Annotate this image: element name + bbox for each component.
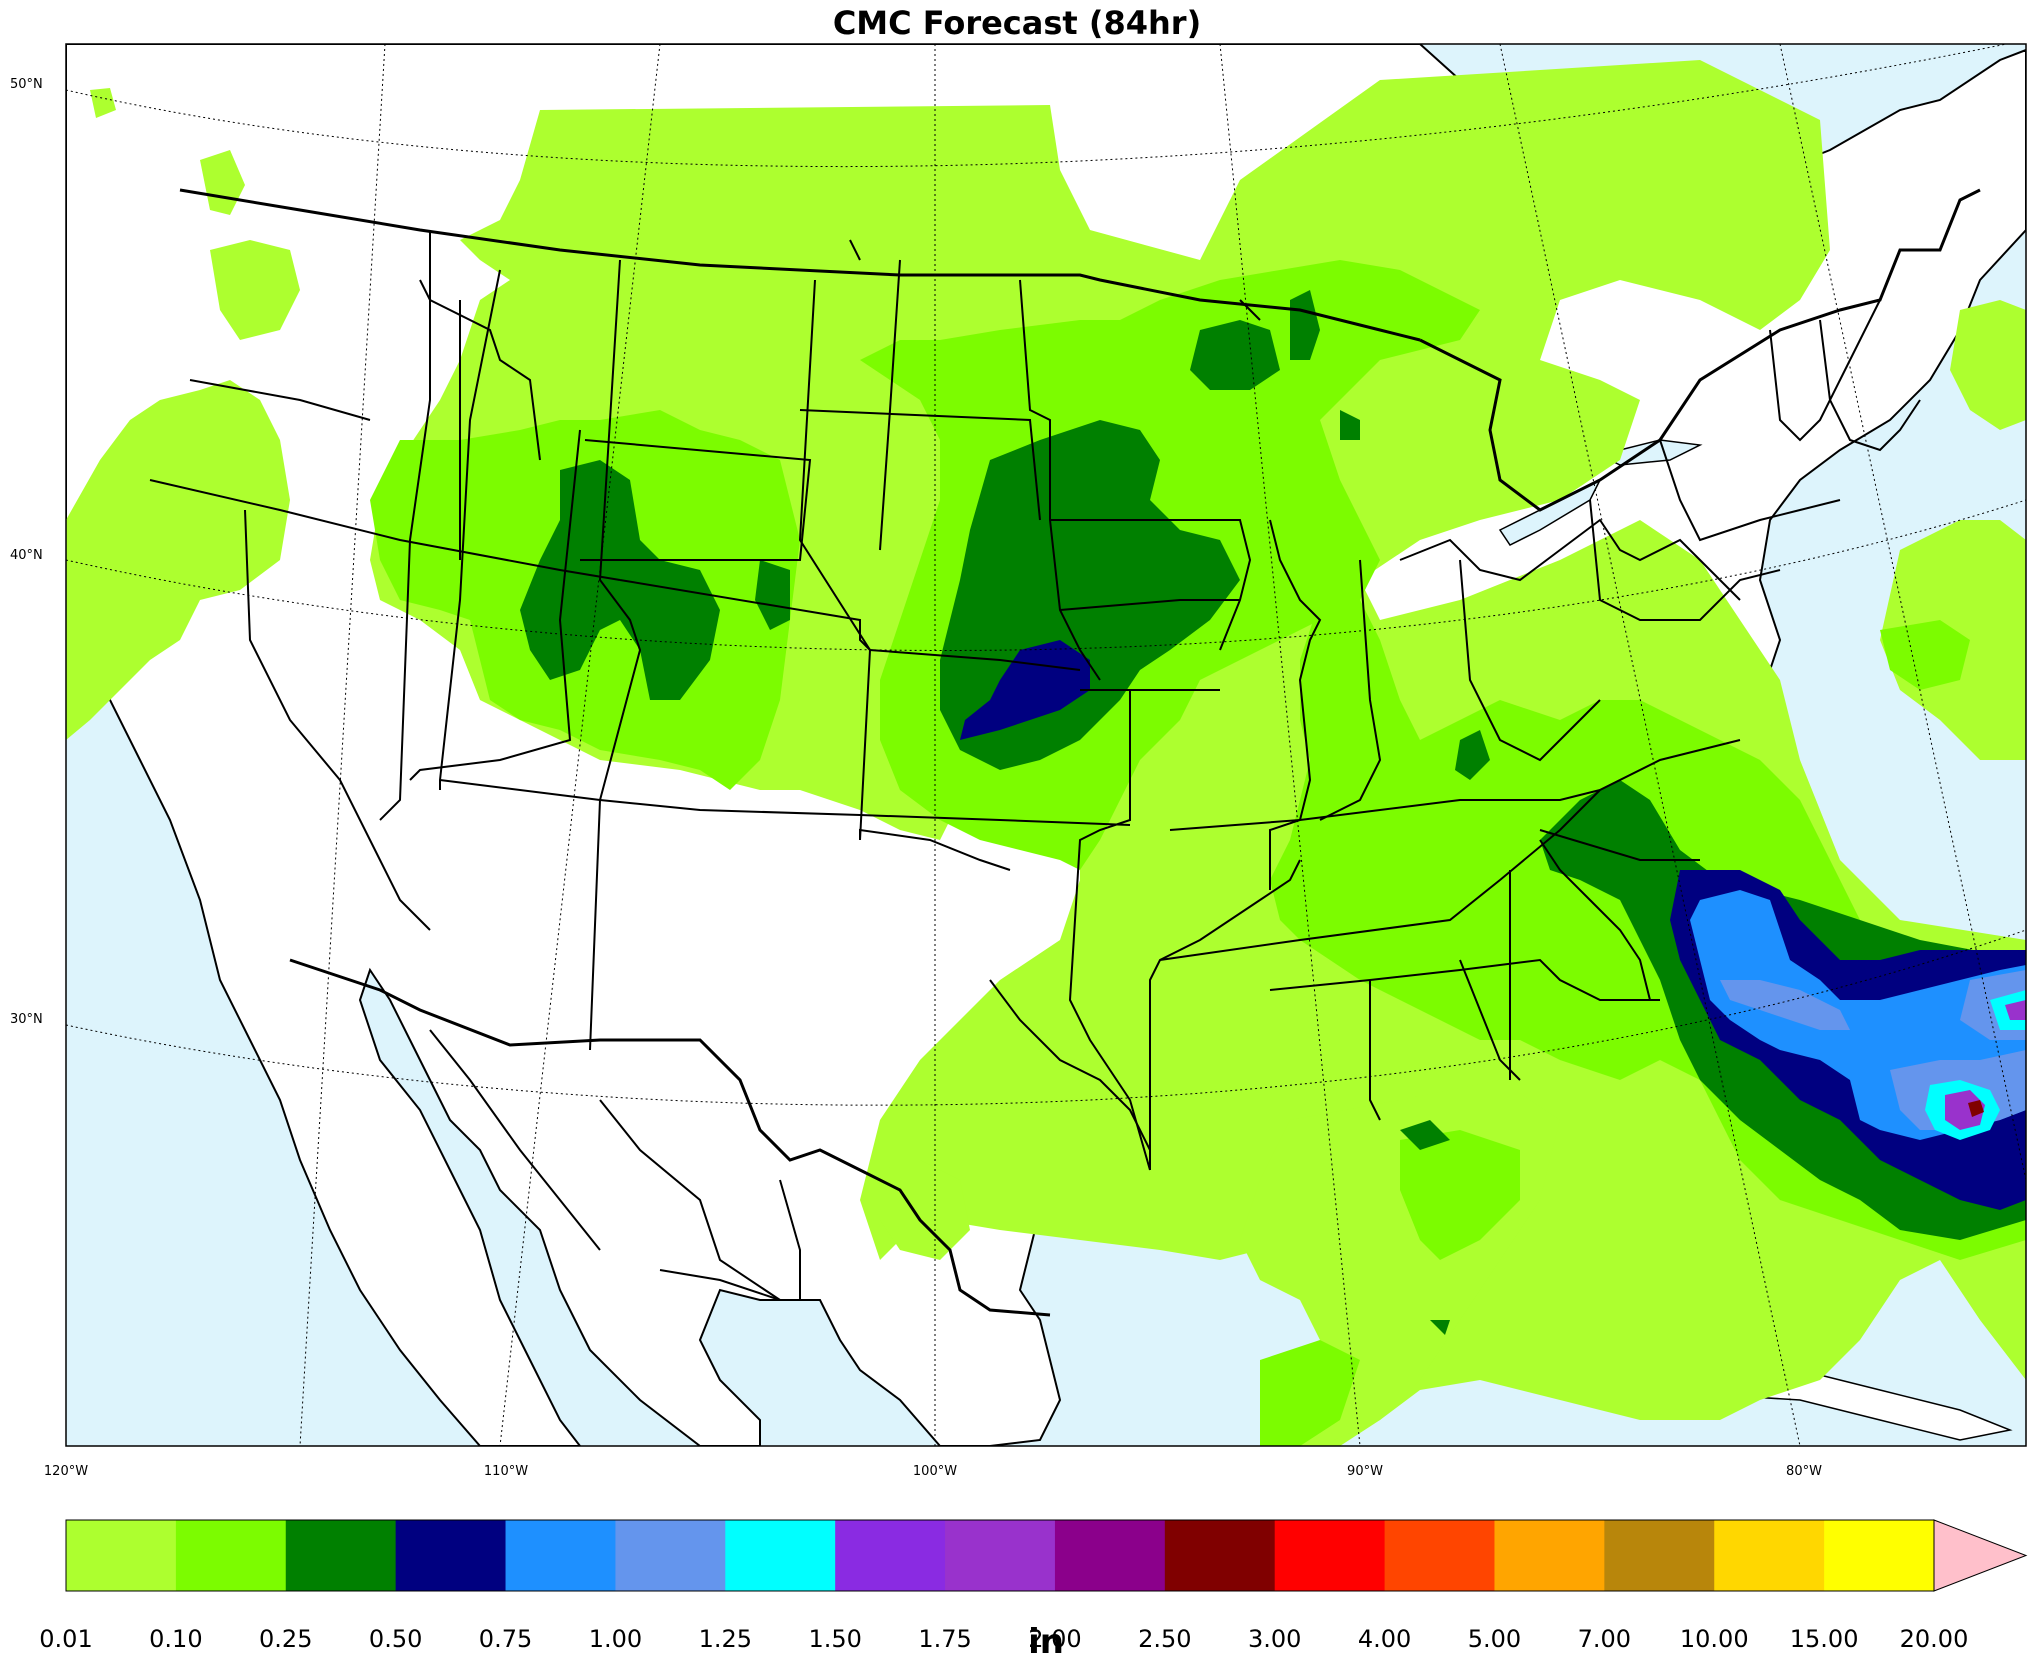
colorbar-tick-label: 7.00 — [1577, 1625, 1632, 1653]
colorbar-segment — [615, 1520, 726, 1591]
colorbar-segment — [505, 1520, 616, 1591]
colorbar-extend-arrow — [1933, 1519, 2028, 1592]
colorbar-segment — [725, 1520, 836, 1591]
colorbar-segment — [1714, 1520, 1825, 1591]
colorbar-tick-label: 1.75 — [918, 1625, 972, 1653]
colorbar-segment — [1054, 1520, 1166, 1591]
map-frame — [65, 43, 2027, 1447]
colorbar-tick-label: 15.00 — [1789, 1625, 1859, 1653]
lon-label-110w: 110°W — [483, 1464, 529, 1479]
colorbar-segment — [945, 1520, 1056, 1591]
precip-layer-1-50 — [1945, 1000, 2026, 1130]
colorbar-tick-label: 1.25 — [698, 1625, 752, 1653]
lon-label-90w: 90°W — [1347, 1464, 1383, 1479]
colorbar-outline — [65, 1519, 1935, 1592]
lat-label-40n: 40°N — [10, 548, 43, 563]
colorbar-tick-label: 20.00 — [1899, 1625, 1969, 1653]
lon-label-100w: 100°W — [912, 1464, 958, 1479]
colorbar-tick-label: 10.00 — [1679, 1625, 1749, 1653]
colorbar-tick-label: 4.00 — [1357, 1625, 1412, 1653]
colorbar-segment — [1824, 1520, 1935, 1591]
country-borders — [179, 188, 1981, 1317]
colorbar-tick-label: 0.50 — [368, 1625, 423, 1653]
colorbar-segment — [1604, 1520, 1715, 1591]
colorbar-tick-label: 5.00 — [1467, 1625, 1522, 1653]
colorbar-tick-label: 0.01 — [39, 1625, 93, 1653]
colorbar-segment — [395, 1520, 507, 1591]
colorbar-unit-label: in — [1028, 1622, 1064, 1662]
colorbar-tick-label: 0.10 — [149, 1625, 203, 1653]
colorbar-segment — [1494, 1520, 1605, 1591]
precip-map — [65, 43, 2027, 1447]
colorbar-segment — [1274, 1520, 1386, 1591]
colorbar-tick-label: 2.00 — [1028, 1625, 1082, 1653]
colorbar-tick-label: 0.75 — [478, 1625, 533, 1653]
colorbar-segment — [175, 1520, 287, 1591]
colorbar-tick-label: 2.50 — [1138, 1625, 1192, 1653]
colorbar-segment — [285, 1520, 397, 1591]
colorbar-tick-label: 1.50 — [808, 1625, 862, 1653]
lake-ontario — [1597, 439, 1703, 466]
state-borders — [149, 230, 1921, 1301]
lon-label-80w: 80°W — [1786, 1464, 1822, 1479]
lon-label-120w: 120°W — [43, 1464, 89, 1479]
precip-layer-2-50 — [1968, 1100, 1984, 1117]
colorbar-tick-label: 3.00 — [1247, 1625, 1302, 1653]
colorbar-segment — [1384, 1520, 1495, 1591]
colorbar-segment — [1164, 1520, 1276, 1591]
colorbar-segment — [835, 1520, 946, 1591]
colorbar-tick-label: 1.00 — [588, 1625, 643, 1653]
map-title: CMC Forecast (84hr) — [832, 4, 1202, 42]
colorbar-tick-label: 0.25 — [259, 1625, 313, 1653]
lat-label-50n: 50°N — [10, 77, 43, 92]
lat-label-30n: 30°N — [10, 1012, 43, 1027]
colorbar-segment — [66, 1520, 177, 1591]
graticule — [66, 44, 2026, 1446]
